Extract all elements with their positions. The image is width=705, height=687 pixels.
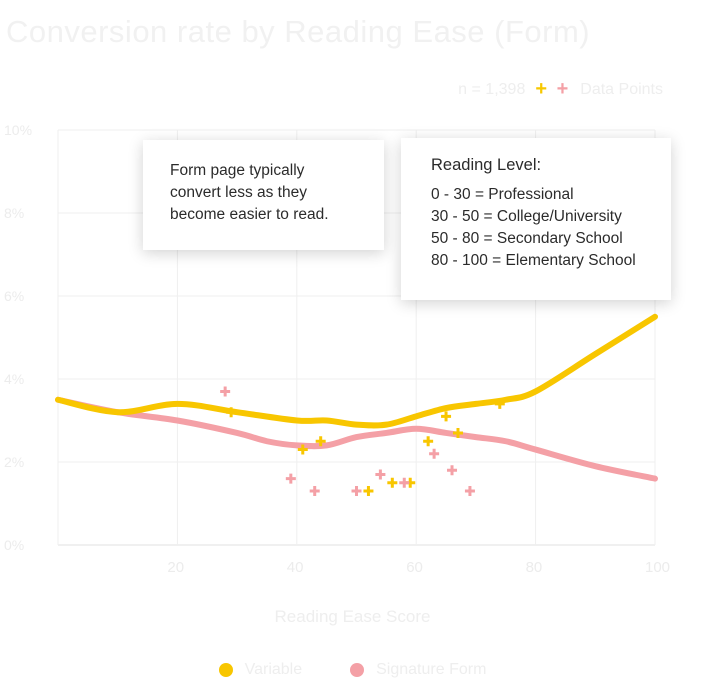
sample-info: n = 1,398 + + Data Points <box>458 78 663 101</box>
y-tick-label: 6% <box>4 288 24 304</box>
x-tick-label: 100 <box>645 559 670 576</box>
y-tick-label: 8% <box>4 205 24 221</box>
series-lines <box>55 313 658 482</box>
x-axis-title: Reading Ease Score <box>274 607 431 626</box>
data-point <box>494 398 505 409</box>
data-point <box>464 486 475 497</box>
reading-level-callout: Reading Level: 0 - 30 = Professional 30 … <box>401 138 671 300</box>
legend-dot-icon <box>218 663 233 677</box>
x-tick-label: 80 <box>526 559 543 576</box>
data-point <box>315 436 326 447</box>
data-point <box>387 477 398 488</box>
reading-level-row: 80 - 100 = Elementary School <box>431 252 636 269</box>
x-tick-label: 40 <box>287 559 304 576</box>
sample-size: n = 1,398 <box>458 80 526 98</box>
y-tick-label: 10% <box>4 122 32 138</box>
series-line <box>55 396 658 482</box>
data-point <box>285 473 296 484</box>
reading-level-row: 30 - 50 = College/University <box>431 208 622 225</box>
x-tick-labels: 20 40 60 80 100 <box>167 559 670 576</box>
data-point <box>226 407 237 418</box>
data-point <box>375 469 386 480</box>
data-point <box>309 486 320 497</box>
reading-level-heading: Reading Level: <box>431 156 542 174</box>
y-tick-labels: 0% 2% 4% 6% 8% 10% <box>4 122 32 553</box>
legend-item-signature-form[interactable]: Signature Form <box>350 661 486 679</box>
series-line <box>55 313 658 429</box>
data-point <box>452 427 463 438</box>
x-tick-label: 20 <box>167 559 184 576</box>
legend: Variable Signature Form <box>0 661 705 679</box>
data-point <box>399 477 410 488</box>
form-note-line: become easier to read. <box>170 206 329 223</box>
data-points-marker-icon: + + <box>535 78 571 100</box>
data-point <box>297 444 308 455</box>
x-tick-label: 60 <box>406 559 423 576</box>
y-tick-label: 4% <box>4 371 24 387</box>
data-points <box>220 386 505 497</box>
y-tick-label: 0% <box>4 537 24 553</box>
data-point <box>363 486 374 497</box>
legend-label: Variable <box>244 661 303 678</box>
chart-title: Conversion rate by Reading Ease (Form) <box>6 14 591 49</box>
reading-level-row: 50 - 80 = Secondary School <box>431 230 623 247</box>
form-note-line: Form page typically <box>170 162 305 179</box>
data-point <box>423 436 434 447</box>
form-note-line: convert less as they <box>170 184 307 201</box>
form-note-callout: Form page typically convert less as they… <box>143 140 384 250</box>
reading-level-row: 0 - 30 = Professional <box>431 186 574 203</box>
legend-item-variable[interactable]: Variable <box>218 661 303 679</box>
legend-dot-icon <box>350 663 365 677</box>
data-point <box>441 411 452 422</box>
y-tick-label: 2% <box>4 454 24 470</box>
data-point <box>447 465 458 476</box>
data-point <box>220 386 231 397</box>
data-points-label: Data Points <box>580 80 663 98</box>
data-point <box>351 486 362 497</box>
data-point <box>429 448 440 459</box>
legend-label: Signature Form <box>376 661 487 678</box>
